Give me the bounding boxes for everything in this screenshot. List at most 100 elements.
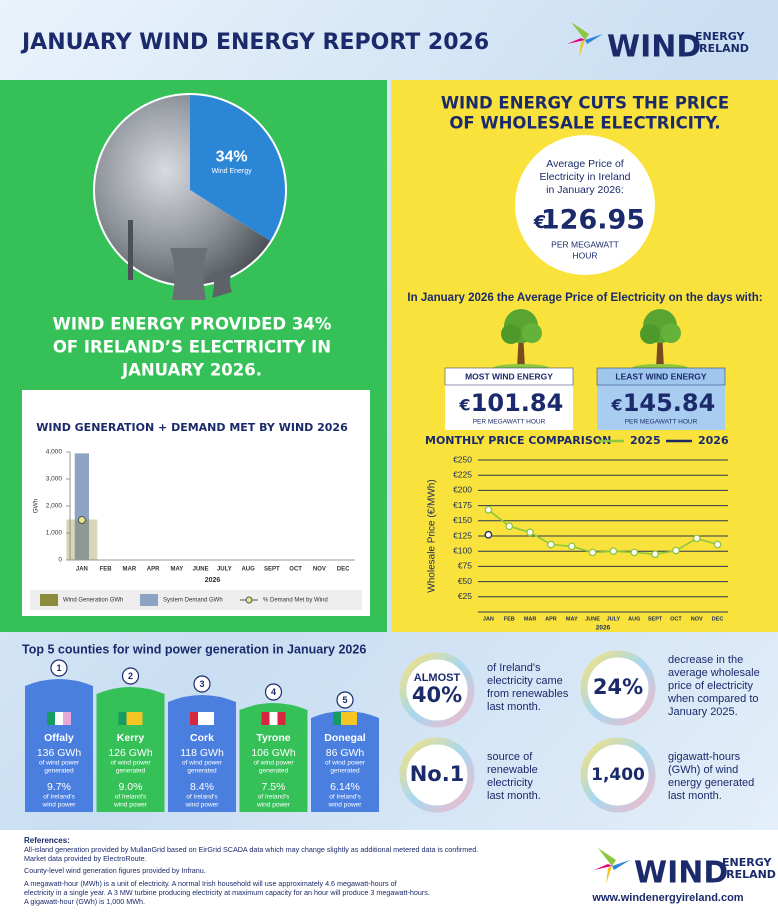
rank: 2 bbox=[128, 671, 133, 681]
x-tick-label: JAN bbox=[76, 567, 88, 573]
y-tick-label: €75 bbox=[458, 561, 472, 571]
logo-blade bbox=[594, 864, 612, 870]
flag-stripe bbox=[341, 712, 349, 725]
flag-stripe bbox=[55, 712, 63, 725]
point bbox=[484, 506, 493, 514]
rank-circle bbox=[50, 659, 68, 677]
logo-blade bbox=[571, 22, 589, 40]
county-note: wind power bbox=[256, 802, 291, 809]
logo-line: IRELAND bbox=[695, 42, 749, 55]
y-tick-label: €50 bbox=[458, 576, 472, 586]
point bbox=[692, 534, 701, 543]
price-box-header bbox=[596, 367, 726, 386]
county-note: of wind power bbox=[39, 760, 80, 767]
logo-blade bbox=[606, 866, 612, 884]
rank: 1 bbox=[56, 663, 61, 673]
chimney bbox=[128, 220, 133, 280]
headline: JANUARY 2026. bbox=[121, 361, 262, 380]
point bbox=[526, 528, 534, 537]
tree-crown bbox=[522, 323, 542, 343]
flag-stripe bbox=[349, 712, 357, 725]
bar bbox=[66, 519, 98, 560]
legend-label: Wind Generation GWh bbox=[63, 598, 123, 604]
rank-circle bbox=[264, 683, 283, 701]
x-tick-label: JULY bbox=[607, 616, 621, 622]
legend-swatch bbox=[245, 596, 253, 604]
county-name: Cork bbox=[190, 732, 214, 744]
flag-stripe bbox=[206, 712, 214, 725]
price-value: 126.95 bbox=[541, 205, 645, 236]
price-unit: PER MEGAWATT HOUR bbox=[473, 419, 546, 426]
county-note: of Ireland's bbox=[186, 794, 218, 801]
reference: County-level wind generation figures pro… bbox=[24, 866, 206, 875]
county-note: generated bbox=[116, 768, 146, 775]
stat-text: price of electricity bbox=[668, 680, 753, 692]
stat-text: last month. bbox=[668, 790, 722, 802]
county-note: wind power bbox=[185, 802, 220, 809]
logo-blade bbox=[585, 34, 603, 44]
price-value: 101.84 bbox=[471, 389, 564, 417]
logo-line: ENERGY bbox=[722, 856, 772, 869]
reference: All-island generation provided by Mullan… bbox=[24, 845, 478, 854]
y-tick-label: €225 bbox=[453, 469, 472, 479]
legend-label: 2025 bbox=[630, 434, 661, 447]
point bbox=[630, 548, 639, 557]
stat-text: energy generated bbox=[668, 777, 754, 789]
point bbox=[77, 516, 86, 525]
stat-text: decrease in the bbox=[668, 654, 743, 666]
county-note: generated bbox=[330, 768, 360, 775]
stat-text: last month. bbox=[487, 701, 541, 713]
references-title: References: bbox=[24, 836, 70, 845]
flag-stripe bbox=[198, 712, 206, 725]
rank-circle bbox=[193, 675, 211, 693]
price-unit: PER MEGAWATT HOUR bbox=[625, 419, 698, 426]
x-tick-label: NOV bbox=[313, 567, 326, 573]
x-tick-label: JUNE bbox=[193, 567, 209, 573]
chart-title: WIND GENERATION + DEMAND MET BY WIND 202… bbox=[36, 421, 348, 434]
y-axis-label: Wholesale Price (€/MWh) bbox=[427, 479, 438, 592]
currency: € bbox=[533, 212, 547, 233]
stat-figure: 24% bbox=[593, 675, 643, 699]
stat-ring bbox=[580, 737, 656, 813]
flag-stripe bbox=[261, 712, 270, 725]
logo-line: ENERGY bbox=[695, 30, 745, 43]
stat-text: January 2025. bbox=[668, 706, 738, 718]
legend-label: 2026 bbox=[698, 434, 729, 447]
currency: € bbox=[610, 396, 622, 415]
x-tick-label: DEC bbox=[337, 567, 350, 573]
pie-slice bbox=[95, 95, 271, 285]
x-tick-label: MAR bbox=[524, 616, 537, 622]
tree-crown bbox=[661, 323, 681, 343]
county-note: of wind power bbox=[110, 760, 151, 767]
y-tick-label: €175 bbox=[453, 500, 472, 510]
flag-stripe bbox=[63, 712, 71, 725]
x-tick-label: JUNE bbox=[585, 616, 600, 622]
county-generation: 126 GWh bbox=[108, 747, 153, 759]
price-unit: HOUR bbox=[572, 250, 597, 260]
county-note: of wind power bbox=[253, 760, 294, 767]
logo-blade bbox=[612, 860, 630, 870]
x-tick-label: FEB bbox=[100, 567, 113, 573]
y-tick-label: €25 bbox=[458, 591, 472, 601]
x-axis-label: 2026 bbox=[596, 625, 611, 632]
flag-stripe bbox=[269, 712, 278, 725]
price-box-header bbox=[444, 367, 574, 386]
reference: A gigawatt-hour (GWh) is 1,000 MWh. bbox=[24, 897, 145, 906]
point bbox=[609, 547, 618, 556]
county-badge bbox=[239, 703, 308, 812]
stat-text: electricity bbox=[487, 777, 533, 789]
headline: WIND ENERGY PROVIDED 34% bbox=[53, 315, 332, 334]
y-tick-label: 0 bbox=[58, 557, 62, 564]
price-circle bbox=[515, 135, 655, 275]
counties-title: Top 5 counties for wind power generation… bbox=[22, 642, 366, 656]
flag-stripe bbox=[118, 712, 127, 725]
x-tick-label: SEPT bbox=[648, 616, 663, 622]
x-tick-label: JULY bbox=[217, 567, 232, 573]
footer-panel bbox=[0, 830, 778, 922]
county-share: 7.5% bbox=[262, 781, 286, 793]
x-tick-label: OCT bbox=[670, 616, 682, 622]
rank: 3 bbox=[199, 679, 204, 689]
county-note: generated bbox=[187, 768, 217, 775]
point bbox=[588, 548, 597, 557]
